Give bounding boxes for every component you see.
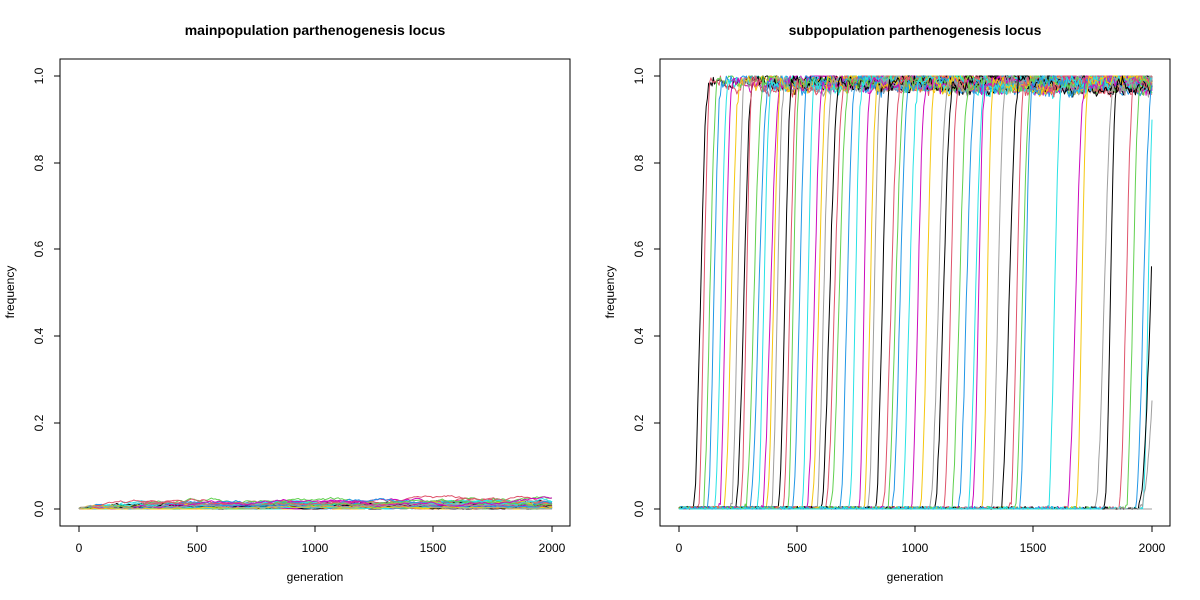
x-tick-label: 1500 <box>420 541 447 555</box>
x-axis-label: generation <box>887 570 944 584</box>
x-tick-label: 1000 <box>902 541 929 555</box>
main-population-chart: mainpopulation parthenogenesis locus 0 5… <box>3 22 571 584</box>
x-axis: 0 500 1000 1500 2000 generation <box>76 525 566 584</box>
x-tick-label: 2000 <box>1139 541 1166 555</box>
x-tick-label: 1500 <box>1020 541 1047 555</box>
y-tick-label: 0.4 <box>632 327 646 344</box>
y-axis-label: frequency <box>603 266 617 319</box>
y-axis: 0.0 0.2 0.4 0.6 0.8 1.0 frequency <box>603 67 661 517</box>
y-tick-label: 0.2 <box>632 414 646 431</box>
series-group <box>678 75 1153 510</box>
y-tick-label: 1.0 <box>632 67 646 84</box>
y-axis-label: frequency <box>3 266 17 319</box>
x-tick-label: 1000 <box>302 541 329 555</box>
sub-population-chart: subpopulation parthenogenesis locus 0 50… <box>603 22 1171 584</box>
y-tick-label: 0.8 <box>32 154 46 171</box>
x-tick-label: 2000 <box>539 541 566 555</box>
series-line <box>1102 266 1152 510</box>
series-line <box>1104 400 1153 510</box>
x-tick-label: 500 <box>787 541 807 555</box>
chart-title: subpopulation parthenogenesis locus <box>789 22 1042 38</box>
x-tick-label: 0 <box>76 541 83 555</box>
x-tick-label: 500 <box>187 541 207 555</box>
x-tick-label: 0 <box>676 541 683 555</box>
y-tick-label: 0.6 <box>32 240 46 257</box>
y-tick-label: 0.6 <box>632 240 646 257</box>
series-line <box>78 503 553 510</box>
x-axis: 0 500 1000 1500 2000 generation <box>676 525 1166 584</box>
y-tick-label: 0.8 <box>632 154 646 171</box>
series-line <box>78 498 553 510</box>
x-axis-label: generation <box>287 570 344 584</box>
y-tick-label: 0.0 <box>632 500 646 517</box>
y-tick-label: 0.4 <box>32 327 46 344</box>
y-tick-label: 0.2 <box>32 414 46 431</box>
y-tick-label: 0.0 <box>32 500 46 517</box>
chart-title: mainpopulation parthenogenesis locus <box>185 22 446 38</box>
series-line <box>78 496 553 510</box>
y-tick-label: 1.0 <box>32 67 46 84</box>
series-line <box>679 119 1153 510</box>
series-group <box>78 495 553 510</box>
y-axis: 0.0 0.2 0.4 0.6 0.8 1.0 frequency <box>3 67 61 517</box>
